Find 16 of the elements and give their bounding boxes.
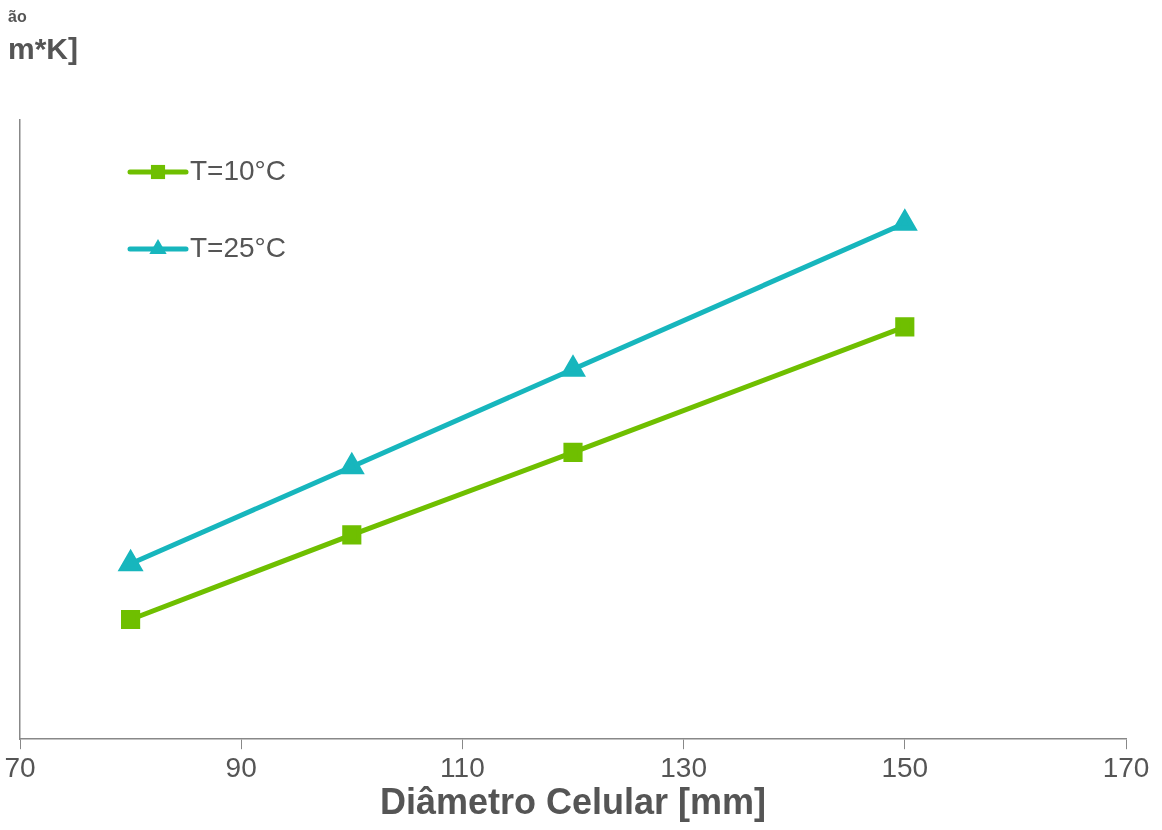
x-tick-label: 150 <box>881 751 929 783</box>
point <box>561 354 586 377</box>
legend-label: T=25°C <box>190 231 287 263</box>
x-tick-label: 130 <box>660 751 707 783</box>
x-tick-label: 70 <box>4 751 36 783</box>
x-tick-label: 90 <box>225 751 257 783</box>
x-tick-label: 110 <box>440 751 485 783</box>
text: m*K] <box>8 32 79 66</box>
point <box>342 525 362 545</box>
point <box>563 442 583 462</box>
text: ão <box>8 8 28 26</box>
point <box>893 208 918 231</box>
point <box>121 609 141 630</box>
legend-label: T=10°C <box>190 154 287 186</box>
x-tick-label: 170 <box>1102 751 1150 783</box>
x-axis-title: Diâmetro Celular [mm] <box>379 781 767 823</box>
